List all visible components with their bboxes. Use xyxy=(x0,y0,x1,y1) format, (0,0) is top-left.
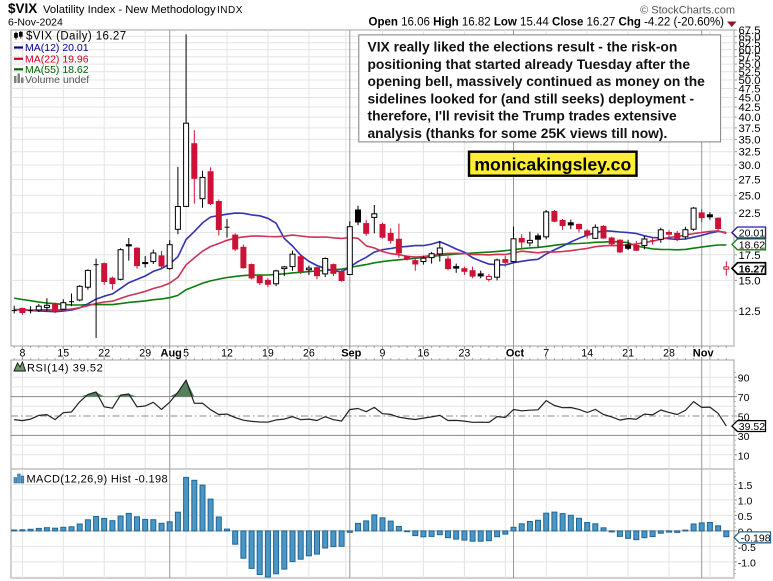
svg-text:1.0: 1.0 xyxy=(738,495,753,507)
svg-text:32.5: 32.5 xyxy=(739,147,761,159)
svg-text:45.0: 45.0 xyxy=(739,93,761,105)
svg-text:INDX: INDX xyxy=(217,5,243,16)
svg-text:26: 26 xyxy=(303,347,315,359)
svg-text:Volume undef: Volume undef xyxy=(25,74,89,86)
svg-text:50.0: 50.0 xyxy=(739,75,761,87)
svg-text:19: 19 xyxy=(262,347,274,359)
svg-text:MA(12) 20.01: MA(12) 20.01 xyxy=(25,42,89,54)
svg-text:MA(55) 18.62: MA(55) 18.62 xyxy=(25,64,89,76)
svg-text:sidelines looked for (and stil: sidelines looked for (and still seeks) d… xyxy=(368,91,695,106)
svg-text:monicakingsley.co: monicakingsley.co xyxy=(474,154,631,174)
svg-text:7: 7 xyxy=(543,347,549,359)
svg-text:18.62: 18.62 xyxy=(739,239,765,251)
svg-text:RSI(14) 39.52: RSI(14) 39.52 xyxy=(27,362,103,374)
svg-text:Sep: Sep xyxy=(341,347,361,359)
svg-text:$VIX: $VIX xyxy=(8,1,37,16)
svg-text:65.0: 65.0 xyxy=(739,31,761,43)
svg-text:© StockCharts.com: © StockCharts.com xyxy=(640,5,735,17)
svg-text:40.0: 40.0 xyxy=(739,112,761,124)
svg-text:30.0: 30.0 xyxy=(739,160,761,172)
svg-text:9: 9 xyxy=(380,347,386,359)
svg-text:15: 15 xyxy=(57,347,69,359)
svg-text:29: 29 xyxy=(139,347,151,359)
svg-text:5: 5 xyxy=(183,347,189,359)
svg-text:22: 22 xyxy=(98,347,110,359)
svg-text:MA(22) 19.96: MA(22) 19.96 xyxy=(25,53,89,65)
svg-text:analysis (thanks for some 25K: analysis (thanks for some 25K views till… xyxy=(368,126,668,141)
svg-text:25.0: 25.0 xyxy=(739,190,761,202)
svg-text:55.0: 55.0 xyxy=(739,59,761,71)
svg-text:Aug: Aug xyxy=(161,347,182,359)
svg-text:Nov: Nov xyxy=(693,347,715,359)
svg-text:42.5: 42.5 xyxy=(739,102,761,114)
svg-text:-0.198: -0.198 xyxy=(741,532,771,544)
svg-text:Volatility Index - New Methodo: Volatility Index - New Methodology xyxy=(43,4,216,16)
svg-text:70: 70 xyxy=(738,392,750,404)
svg-text:35.0: 35.0 xyxy=(739,134,761,146)
svg-text:6-Nov-2024: 6-Nov-2024 xyxy=(8,17,63,29)
svg-text:60.0: 60.0 xyxy=(739,45,761,57)
svg-text:22.5: 22.5 xyxy=(739,208,761,220)
svg-text:MACD(12,26,9) Hist -0.198: MACD(12,26,9) Hist -0.198 xyxy=(27,473,168,485)
svg-text:52.5: 52.5 xyxy=(739,67,761,79)
svg-text:27.5: 27.5 xyxy=(739,175,761,187)
svg-text:Oct: Oct xyxy=(506,347,525,359)
svg-text:50: 50 xyxy=(738,412,750,424)
svg-text:therefore, I'll revisit the Tr: therefore, I'll revisit the Trump trades… xyxy=(368,109,678,124)
svg-text:17.5: 17.5 xyxy=(739,250,761,262)
svg-text:1.5: 1.5 xyxy=(738,480,753,492)
svg-text:47.5: 47.5 xyxy=(739,84,761,96)
svg-text:67.5: 67.5 xyxy=(739,25,761,37)
svg-text:15.0: 15.0 xyxy=(739,275,761,287)
svg-text:12.5: 12.5 xyxy=(739,306,761,318)
svg-text:-0.5: -0.5 xyxy=(738,542,756,554)
svg-text:28: 28 xyxy=(663,347,675,359)
svg-text:21: 21 xyxy=(622,347,634,359)
svg-text:20.01: 20.01 xyxy=(739,227,765,239)
svg-text:14: 14 xyxy=(581,347,593,359)
svg-text:23: 23 xyxy=(459,347,471,359)
svg-text:39.52: 39.52 xyxy=(739,421,765,433)
svg-text:30: 30 xyxy=(738,431,750,443)
svg-text:37.5: 37.5 xyxy=(739,123,761,135)
svg-text:Open 16.06 High 16.82 Low 15.4: Open 16.06 High 16.82 Low 15.44 Close 16… xyxy=(369,17,725,29)
svg-text:VIX really liked the elections: VIX really liked the elections result - … xyxy=(368,40,678,55)
svg-text:57.5: 57.5 xyxy=(739,52,761,64)
svg-text:16.27: 16.27 xyxy=(739,263,765,275)
svg-text:62.5: 62.5 xyxy=(739,38,761,50)
svg-text:0.5: 0.5 xyxy=(738,511,753,523)
svg-text:90: 90 xyxy=(738,373,750,385)
svg-text:12: 12 xyxy=(221,347,233,359)
svg-text:positioning that started alrea: positioning that started already Tuesday… xyxy=(368,57,691,72)
svg-text:8: 8 xyxy=(19,347,25,359)
svg-text:16: 16 xyxy=(418,347,430,359)
svg-text:$VIX (Daily) 16.27: $VIX (Daily) 16.27 xyxy=(26,31,127,43)
svg-text:-1.0: -1.0 xyxy=(738,557,756,569)
svg-text:10: 10 xyxy=(738,450,750,462)
svg-text:opening bell, massively contin: opening bell, massively continued as mon… xyxy=(368,74,706,89)
